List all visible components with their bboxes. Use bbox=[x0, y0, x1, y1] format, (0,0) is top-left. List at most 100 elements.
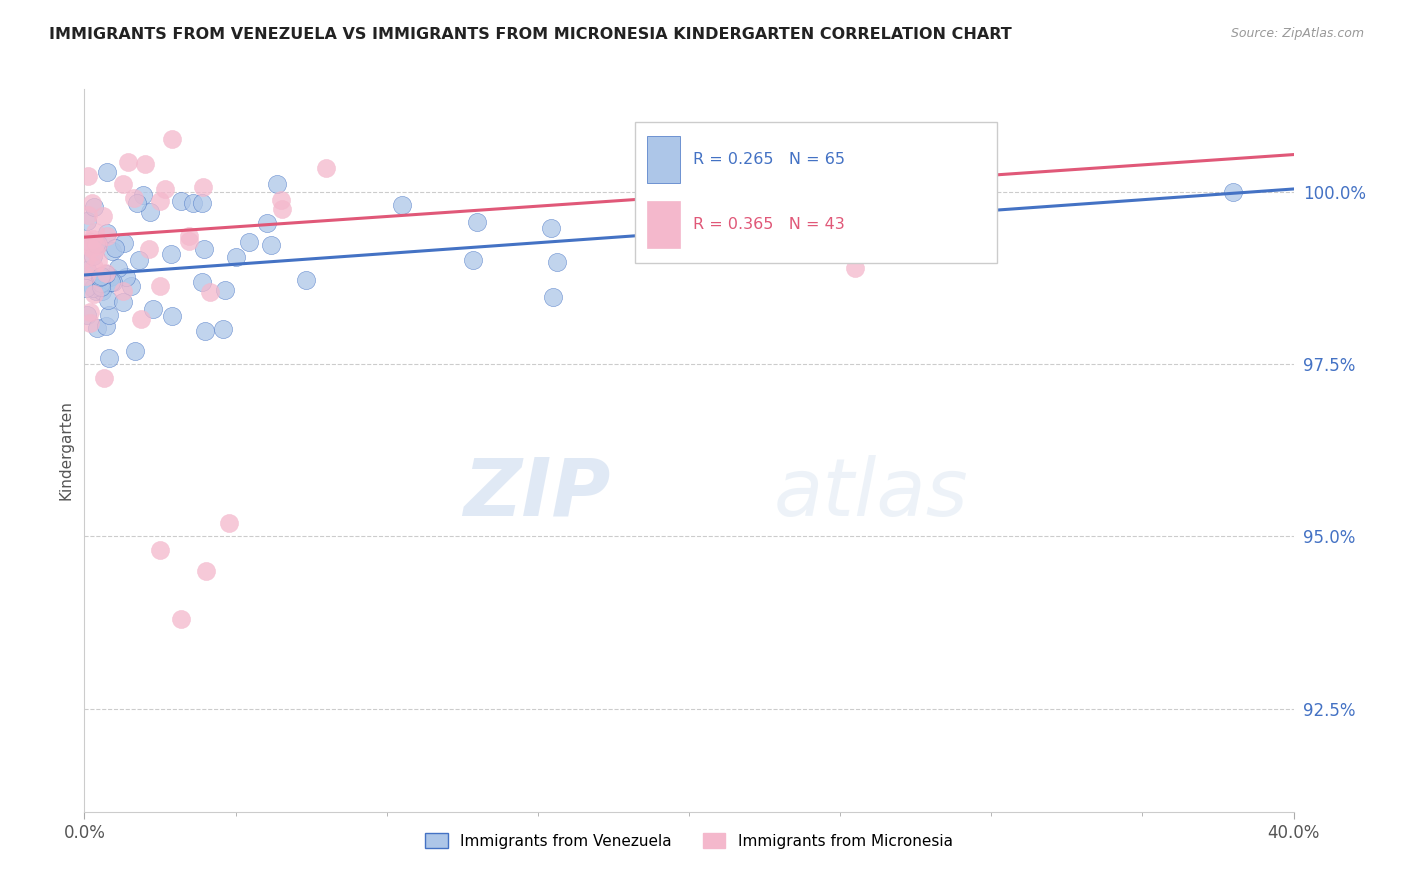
Point bbox=[112, 295, 135, 310]
Point bbox=[211, 322, 233, 336]
Text: ZIP: ZIP bbox=[463, 455, 610, 533]
Y-axis label: Kindergarten: Kindergarten bbox=[58, 401, 73, 500]
Point bbox=[127, 195, 149, 210]
Point bbox=[87, 237, 110, 252]
Point bbox=[238, 235, 260, 249]
Point bbox=[160, 247, 183, 261]
Point bbox=[540, 221, 562, 235]
Point bbox=[89, 270, 111, 285]
Point bbox=[75, 280, 97, 294]
Point bbox=[270, 202, 292, 217]
Point bbox=[94, 266, 117, 280]
Text: atlas: atlas bbox=[773, 455, 969, 533]
Point bbox=[87, 238, 110, 252]
Point bbox=[191, 195, 214, 210]
Text: R = 0.265   N = 65: R = 0.265 N = 65 bbox=[693, 152, 845, 167]
Point bbox=[76, 308, 98, 322]
Point bbox=[100, 275, 122, 289]
Point bbox=[122, 191, 145, 205]
Point bbox=[96, 165, 118, 179]
Point bbox=[90, 276, 112, 290]
Point bbox=[117, 155, 139, 169]
Legend: Immigrants from Venezuela, Immigrants from Micronesia: Immigrants from Venezuela, Immigrants fr… bbox=[419, 827, 959, 855]
Point bbox=[96, 228, 118, 243]
Point bbox=[82, 249, 104, 263]
Text: IMMIGRANTS FROM VENEZUELA VS IMMIGRANTS FROM MICRONESIA KINDERGARTEN CORRELATION: IMMIGRANTS FROM VENEZUELA VS IMMIGRANTS … bbox=[49, 27, 1012, 42]
Point bbox=[191, 275, 214, 289]
Point bbox=[541, 290, 564, 304]
Point bbox=[149, 543, 172, 558]
FancyBboxPatch shape bbox=[647, 136, 681, 183]
Point bbox=[114, 235, 136, 250]
Point bbox=[96, 227, 118, 241]
Point bbox=[96, 319, 118, 334]
Point bbox=[128, 252, 150, 267]
Point bbox=[93, 371, 115, 385]
Point bbox=[170, 612, 193, 626]
Point bbox=[82, 232, 104, 246]
Point bbox=[170, 194, 193, 208]
Text: R = 0.365   N = 43: R = 0.365 N = 43 bbox=[693, 217, 845, 232]
Point bbox=[134, 156, 156, 170]
Point bbox=[94, 272, 117, 286]
Point bbox=[214, 284, 236, 298]
Point bbox=[131, 312, 153, 326]
Point bbox=[256, 216, 278, 230]
Point bbox=[75, 251, 97, 265]
Point bbox=[101, 244, 124, 258]
Point bbox=[266, 178, 288, 192]
Point bbox=[76, 169, 98, 183]
Point bbox=[738, 212, 761, 227]
Point bbox=[546, 255, 568, 269]
Point bbox=[84, 236, 107, 251]
Point bbox=[160, 132, 183, 146]
Point bbox=[149, 194, 172, 208]
Point bbox=[111, 177, 134, 191]
Point bbox=[225, 250, 247, 264]
Point bbox=[139, 205, 162, 219]
Point bbox=[155, 181, 177, 195]
Point bbox=[79, 235, 101, 249]
Point bbox=[87, 254, 110, 268]
Point bbox=[120, 278, 142, 293]
Point bbox=[138, 242, 160, 256]
Point bbox=[80, 196, 103, 211]
Point bbox=[91, 210, 114, 224]
Point bbox=[75, 268, 97, 283]
Point bbox=[97, 308, 120, 322]
Point bbox=[75, 233, 97, 247]
Point bbox=[83, 200, 105, 214]
Point bbox=[96, 267, 118, 281]
Point bbox=[76, 214, 98, 228]
Point bbox=[463, 253, 485, 268]
Point bbox=[467, 215, 489, 229]
Point bbox=[391, 198, 413, 212]
Point bbox=[160, 309, 183, 323]
Point bbox=[104, 241, 127, 255]
Point bbox=[84, 225, 107, 239]
Point bbox=[177, 229, 200, 244]
Point bbox=[315, 161, 337, 175]
Point bbox=[107, 260, 129, 275]
Point bbox=[260, 238, 283, 252]
Point bbox=[193, 242, 215, 256]
Point bbox=[97, 293, 120, 307]
Point bbox=[191, 180, 214, 194]
Text: Source: ZipAtlas.com: Source: ZipAtlas.com bbox=[1230, 27, 1364, 40]
Point bbox=[114, 269, 136, 284]
Point bbox=[84, 284, 107, 298]
Point bbox=[844, 260, 866, 275]
Point bbox=[198, 285, 221, 300]
FancyBboxPatch shape bbox=[647, 202, 681, 248]
Point bbox=[111, 284, 134, 298]
Point bbox=[90, 269, 112, 284]
Point bbox=[1222, 186, 1244, 200]
Point bbox=[84, 244, 107, 258]
Point bbox=[83, 286, 105, 301]
Point bbox=[194, 324, 217, 338]
Point bbox=[177, 235, 200, 249]
Point bbox=[132, 187, 155, 202]
Point bbox=[98, 351, 121, 366]
Point bbox=[98, 270, 121, 285]
Point bbox=[83, 260, 105, 274]
